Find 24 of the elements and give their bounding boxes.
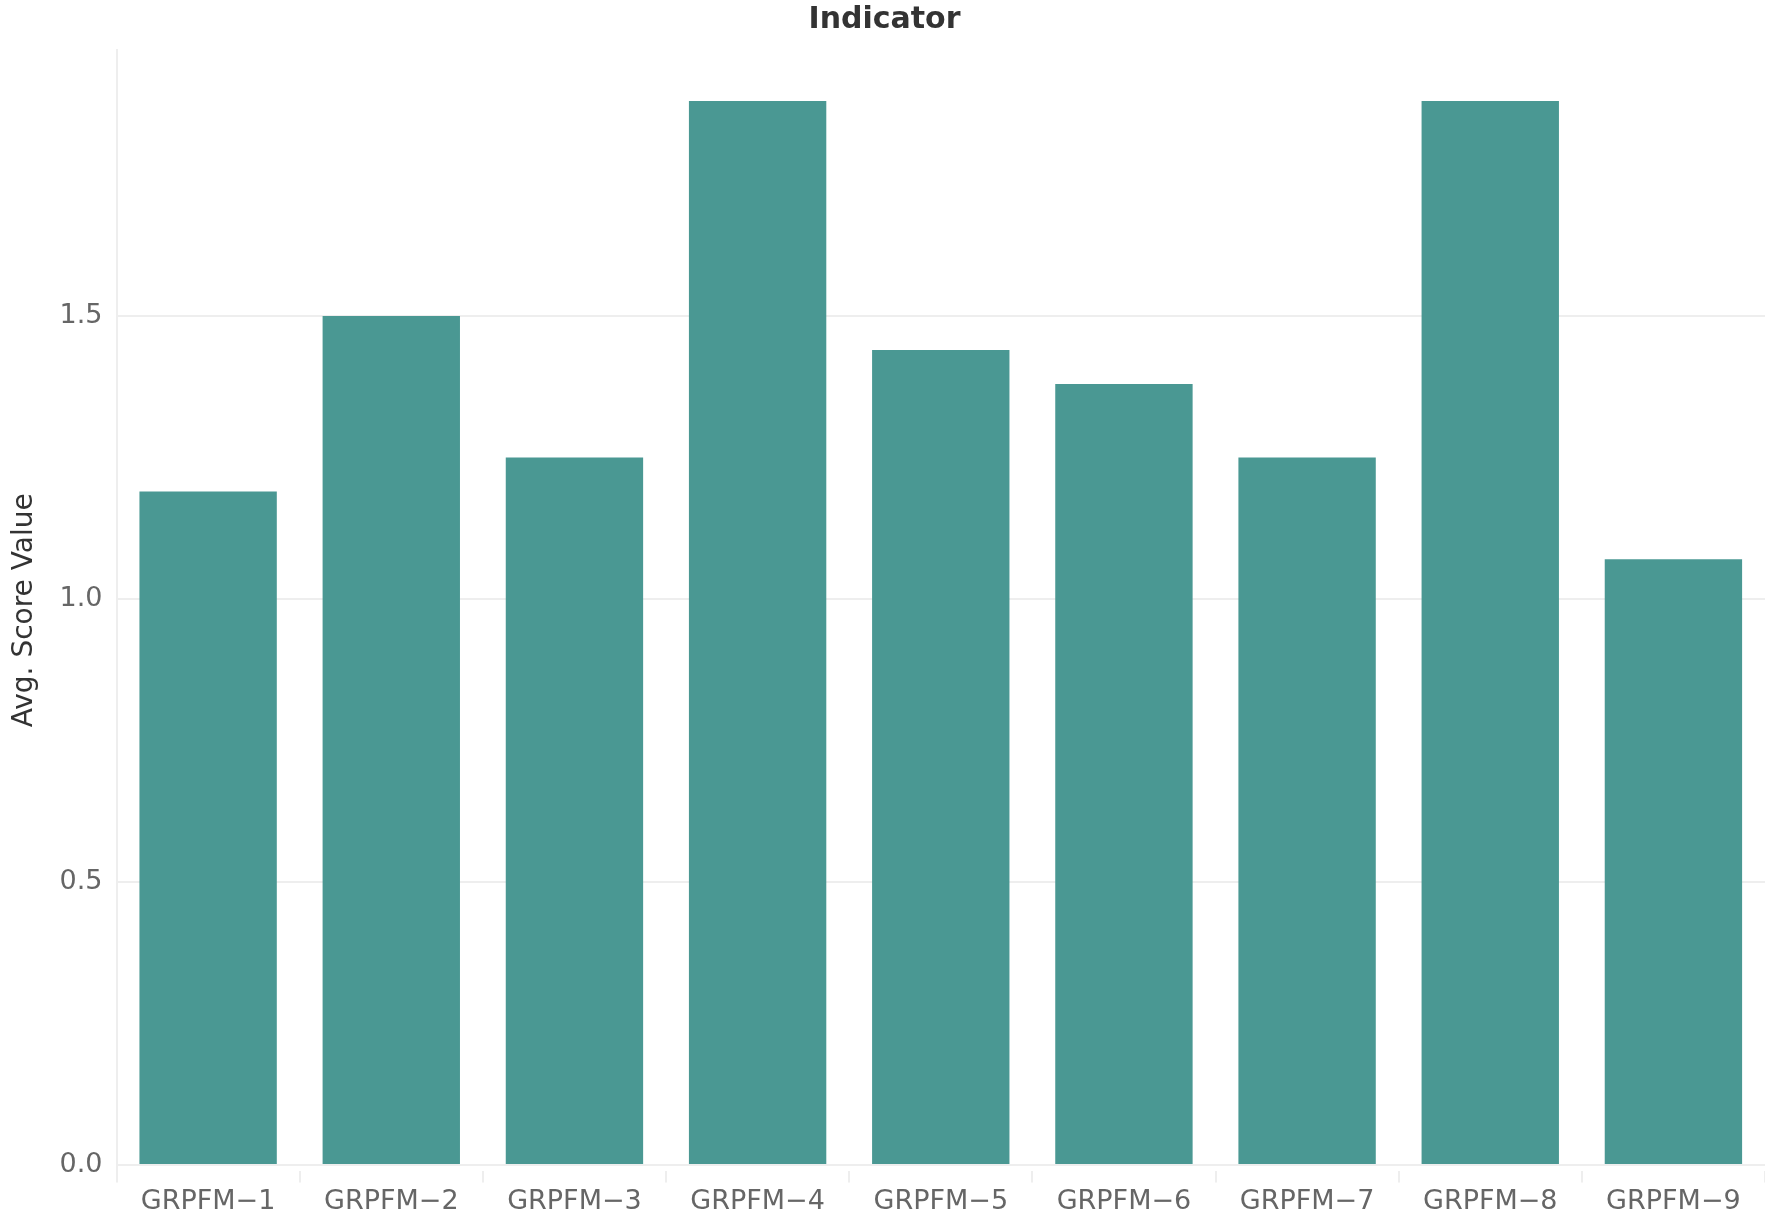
x-tick-label: GRPFM−6 — [1056, 1183, 1192, 1215]
bar — [1055, 383, 1193, 1164]
bar — [1421, 100, 1559, 1164]
x-tick-label: GRPFM−1 — [140, 1183, 276, 1215]
x-tick-label: GRPFM−7 — [1239, 1183, 1375, 1215]
x-tick-label: GRPFM−9 — [1606, 1183, 1741, 1215]
bar — [139, 491, 277, 1164]
bar — [872, 349, 1010, 1164]
x-tick-label: GRPFM−2 — [323, 1183, 459, 1215]
x-tick-label: GRPFM−8 — [1422, 1183, 1558, 1215]
bar — [1238, 457, 1376, 1164]
bar — [1604, 559, 1743, 1164]
x-tick-label: GRPFM−3 — [507, 1183, 642, 1215]
y-tick-label: 1.0 — [59, 581, 103, 612]
bar — [322, 316, 460, 1164]
x-tick-label: GRPFM−5 — [873, 1183, 1009, 1215]
bar — [505, 457, 644, 1164]
y-tick-label: 1.5 — [59, 298, 103, 330]
y-tick-label: 0.0 — [59, 1146, 103, 1178]
x-tick-label: GRPFM−4 — [690, 1183, 825, 1215]
bar — [688, 100, 827, 1164]
chart-title: Indicator — [808, 0, 961, 35]
y-axis-title: Avg. Score Value — [6, 493, 40, 728]
y-tick-label: 0.5 — [59, 863, 103, 895]
